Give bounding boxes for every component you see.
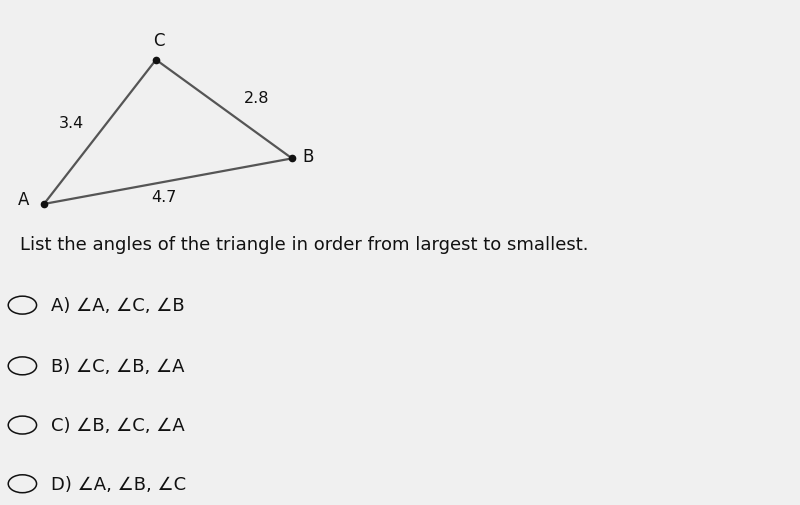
Text: B: B xyxy=(302,147,314,166)
Text: 3.4: 3.4 xyxy=(58,116,84,131)
Text: 4.7: 4.7 xyxy=(151,189,177,205)
Text: D) ∠A, ∠B, ∠C: D) ∠A, ∠B, ∠C xyxy=(51,475,186,493)
Text: A) ∠A, ∠C, ∠B: A) ∠A, ∠C, ∠B xyxy=(51,296,185,315)
Text: B) ∠C, ∠B, ∠A: B) ∠C, ∠B, ∠A xyxy=(51,357,185,375)
Text: C) ∠B, ∠C, ∠A: C) ∠B, ∠C, ∠A xyxy=(51,416,185,434)
Text: 2.8: 2.8 xyxy=(244,91,270,106)
Text: C: C xyxy=(154,31,165,49)
Text: List the angles of the triangle in order from largest to smallest.: List the angles of the triangle in order… xyxy=(20,236,589,254)
Text: A: A xyxy=(18,190,30,209)
